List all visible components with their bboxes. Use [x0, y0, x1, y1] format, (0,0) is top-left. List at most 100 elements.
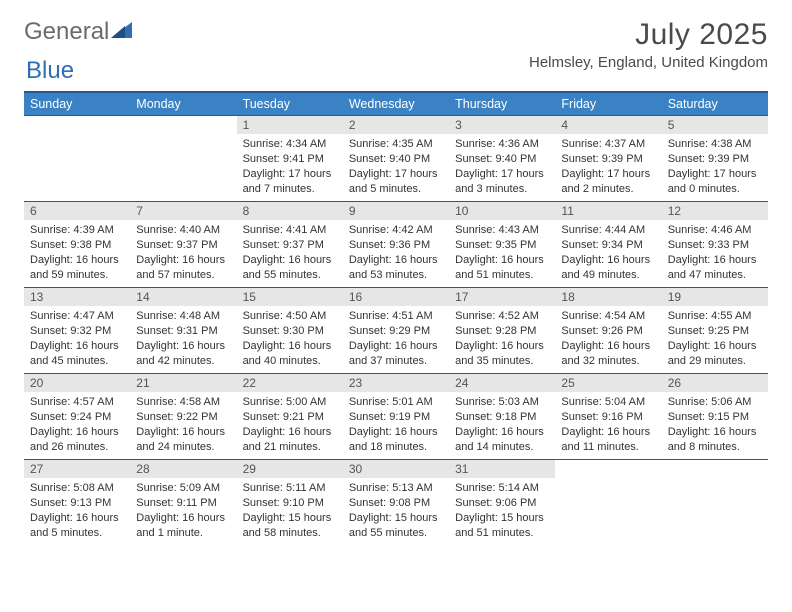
sunset-line: Sunset: 9:11 PM: [136, 496, 230, 511]
day-number: 14: [130, 288, 236, 306]
day-number: 19: [662, 288, 768, 306]
day-details: Sunrise: 4:58 AMSunset: 9:22 PMDaylight:…: [130, 392, 236, 458]
day-number: 3: [449, 116, 555, 134]
calendar-cell: 14Sunrise: 4:48 AMSunset: 9:31 PMDayligh…: [130, 288, 236, 374]
daylight-line: Daylight: 16 hours and 51 minutes.: [455, 253, 549, 283]
daylight-line: Daylight: 16 hours and 18 minutes.: [349, 425, 443, 455]
day-number: 25: [555, 374, 661, 392]
day-details: Sunrise: 5:13 AMSunset: 9:08 PMDaylight:…: [343, 478, 449, 544]
weekday-header: Monday: [130, 92, 236, 116]
sunset-line: Sunset: 9:40 PM: [455, 152, 549, 167]
daylight-line: Daylight: 17 hours and 0 minutes.: [668, 167, 762, 197]
day-details: Sunrise: 4:40 AMSunset: 9:37 PMDaylight:…: [130, 220, 236, 286]
day-number: 27: [24, 460, 130, 478]
day-number: 28: [130, 460, 236, 478]
day-details: Sunrise: 5:04 AMSunset: 9:16 PMDaylight:…: [555, 392, 661, 458]
daylight-line: Daylight: 16 hours and 45 minutes.: [30, 339, 124, 369]
sunset-line: Sunset: 9:15 PM: [668, 410, 762, 425]
calendar-cell: 19Sunrise: 4:55 AMSunset: 9:25 PMDayligh…: [662, 288, 768, 374]
sunset-line: Sunset: 9:10 PM: [243, 496, 337, 511]
day-details: Sunrise: 4:34 AMSunset: 9:41 PMDaylight:…: [237, 134, 343, 200]
logo-text-1: General: [24, 18, 109, 46]
daylight-line: Daylight: 15 hours and 55 minutes.: [349, 511, 443, 541]
daylight-line: Daylight: 16 hours and 40 minutes.: [243, 339, 337, 369]
calendar-row: 20Sunrise: 4:57 AMSunset: 9:24 PMDayligh…: [24, 374, 768, 460]
day-details: Sunrise: 4:38 AMSunset: 9:39 PMDaylight:…: [662, 134, 768, 200]
sunset-line: Sunset: 9:40 PM: [349, 152, 443, 167]
day-number: 21: [130, 374, 236, 392]
sunset-line: Sunset: 9:36 PM: [349, 238, 443, 253]
daylight-line: Daylight: 16 hours and 26 minutes.: [30, 425, 124, 455]
sunset-line: Sunset: 9:28 PM: [455, 324, 549, 339]
weekday-header: Sunday: [24, 92, 130, 116]
daylight-line: Daylight: 16 hours and 57 minutes.: [136, 253, 230, 283]
weekday-header: Wednesday: [343, 92, 449, 116]
day-number: 16: [343, 288, 449, 306]
calendar-cell: 31Sunrise: 5:14 AMSunset: 9:06 PMDayligh…: [449, 460, 555, 546]
sunrise-line: Sunrise: 5:03 AM: [455, 395, 549, 410]
sunrise-line: Sunrise: 4:57 AM: [30, 395, 124, 410]
day-details: Sunrise: 5:03 AMSunset: 9:18 PMDaylight:…: [449, 392, 555, 458]
sunset-line: Sunset: 9:21 PM: [243, 410, 337, 425]
day-details: Sunrise: 4:48 AMSunset: 9:31 PMDaylight:…: [130, 306, 236, 372]
day-details: Sunrise: 4:39 AMSunset: 9:38 PMDaylight:…: [24, 220, 130, 286]
sunset-line: Sunset: 9:18 PM: [455, 410, 549, 425]
day-number: 8: [237, 202, 343, 220]
day-details: Sunrise: 5:01 AMSunset: 9:19 PMDaylight:…: [343, 392, 449, 458]
sunrise-line: Sunrise: 4:46 AM: [668, 223, 762, 238]
sunrise-line: Sunrise: 4:58 AM: [136, 395, 230, 410]
day-number: 13: [24, 288, 130, 306]
day-number: 15: [237, 288, 343, 306]
sunrise-line: Sunrise: 5:01 AM: [349, 395, 443, 410]
sunrise-line: Sunrise: 4:40 AM: [136, 223, 230, 238]
sunset-line: Sunset: 9:08 PM: [349, 496, 443, 511]
day-number: 31: [449, 460, 555, 478]
sunrise-line: Sunrise: 4:52 AM: [455, 309, 549, 324]
day-details: Sunrise: 5:09 AMSunset: 9:11 PMDaylight:…: [130, 478, 236, 544]
day-number: 29: [237, 460, 343, 478]
calendar-cell: 10Sunrise: 4:43 AMSunset: 9:35 PMDayligh…: [449, 202, 555, 288]
sunset-line: Sunset: 9:37 PM: [243, 238, 337, 253]
day-details: Sunrise: 4:37 AMSunset: 9:39 PMDaylight:…: [555, 134, 661, 200]
daylight-line: Daylight: 16 hours and 8 minutes.: [668, 425, 762, 455]
day-details: Sunrise: 4:36 AMSunset: 9:40 PMDaylight:…: [449, 134, 555, 200]
sunset-line: Sunset: 9:33 PM: [668, 238, 762, 253]
calendar-cell: 8Sunrise: 4:41 AMSunset: 9:37 PMDaylight…: [237, 202, 343, 288]
sunset-line: Sunset: 9:13 PM: [30, 496, 124, 511]
day-details: Sunrise: 4:43 AMSunset: 9:35 PMDaylight:…: [449, 220, 555, 286]
daylight-line: Daylight: 16 hours and 35 minutes.: [455, 339, 549, 369]
sunrise-line: Sunrise: 4:54 AM: [561, 309, 655, 324]
sunrise-line: Sunrise: 4:38 AM: [668, 137, 762, 152]
calendar-row: 6Sunrise: 4:39 AMSunset: 9:38 PMDaylight…: [24, 202, 768, 288]
sunrise-line: Sunrise: 4:42 AM: [349, 223, 443, 238]
calendar-cell: 15Sunrise: 4:50 AMSunset: 9:30 PMDayligh…: [237, 288, 343, 374]
daylight-line: Daylight: 16 hours and 49 minutes.: [561, 253, 655, 283]
day-number: 10: [449, 202, 555, 220]
sunrise-line: Sunrise: 4:48 AM: [136, 309, 230, 324]
day-number: 7: [130, 202, 236, 220]
day-details: Sunrise: 5:08 AMSunset: 9:13 PMDaylight:…: [24, 478, 130, 544]
location-label: Helmsley, England, United Kingdom: [529, 54, 768, 71]
day-number: 12: [662, 202, 768, 220]
sunrise-line: Sunrise: 5:04 AM: [561, 395, 655, 410]
day-details: Sunrise: 4:52 AMSunset: 9:28 PMDaylight:…: [449, 306, 555, 372]
calendar-cell: [24, 116, 130, 202]
day-details: Sunrise: 4:54 AMSunset: 9:26 PMDaylight:…: [555, 306, 661, 372]
sunset-line: Sunset: 9:06 PM: [455, 496, 549, 511]
daylight-line: Daylight: 16 hours and 5 minutes.: [30, 511, 124, 541]
day-details: Sunrise: 4:44 AMSunset: 9:34 PMDaylight:…: [555, 220, 661, 286]
day-details: Sunrise: 4:55 AMSunset: 9:25 PMDaylight:…: [662, 306, 768, 372]
logo: General: [24, 18, 135, 46]
daylight-line: Daylight: 16 hours and 32 minutes.: [561, 339, 655, 369]
daylight-line: Daylight: 16 hours and 47 minutes.: [668, 253, 762, 283]
day-number: 26: [662, 374, 768, 392]
calendar-cell: 5Sunrise: 4:38 AMSunset: 9:39 PMDaylight…: [662, 116, 768, 202]
day-details: Sunrise: 4:47 AMSunset: 9:32 PMDaylight:…: [24, 306, 130, 372]
calendar-cell: 21Sunrise: 4:58 AMSunset: 9:22 PMDayligh…: [130, 374, 236, 460]
calendar-cell: 2Sunrise: 4:35 AMSunset: 9:40 PMDaylight…: [343, 116, 449, 202]
weekday-header: Friday: [555, 92, 661, 116]
calendar-cell: 13Sunrise: 4:47 AMSunset: 9:32 PMDayligh…: [24, 288, 130, 374]
sunrise-line: Sunrise: 5:13 AM: [349, 481, 443, 496]
logo-text-2: Blue: [26, 57, 74, 84]
logo-triangle-icon: [111, 18, 133, 46]
